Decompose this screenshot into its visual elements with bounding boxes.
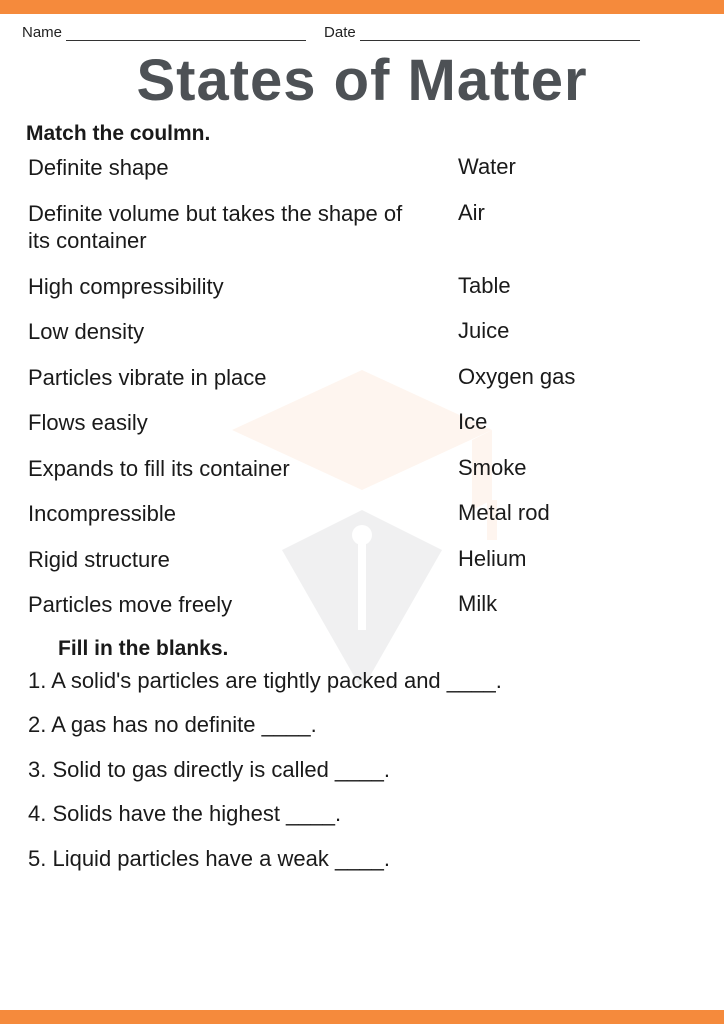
match-row: Expands to fill its container Smoke xyxy=(28,455,696,483)
fill-list: 1. A solid's particles are tightly packe… xyxy=(22,667,702,874)
match-row: Low density Juice xyxy=(28,318,696,346)
match-row: Rigid structure Helium xyxy=(28,546,696,574)
match-heading: Match the coulmn. xyxy=(26,122,702,146)
fill-item: 4. Solids have the highest ____. xyxy=(28,800,696,829)
match-right: Table xyxy=(428,273,696,299)
match-left: Rigid structure xyxy=(28,546,428,574)
match-right: Smoke xyxy=(428,455,696,481)
match-right: Milk xyxy=(428,591,696,617)
match-row: Particles move freely Milk xyxy=(28,591,696,619)
match-row: Definite shape Water xyxy=(28,154,696,182)
fill-item: 2. A gas has no definite ____. xyxy=(28,711,696,740)
match-table: Definite shape Water Definite volume but… xyxy=(22,154,702,619)
date-input-line[interactable] xyxy=(360,40,640,41)
match-right: Metal rod xyxy=(428,500,696,526)
match-left: Flows easily xyxy=(28,409,428,437)
name-input-line[interactable] xyxy=(66,40,306,41)
match-row: Flows easily Ice xyxy=(28,409,696,437)
match-row: Incompressible Metal rod xyxy=(28,500,696,528)
match-left: High compressibility xyxy=(28,273,428,301)
fill-item: 3. Solid to gas directly is called ____. xyxy=(28,756,696,785)
match-right: Water xyxy=(428,154,696,180)
match-left: Expands to fill its container xyxy=(28,455,428,483)
match-row: High compressibility Table xyxy=(28,273,696,301)
match-row: Particles vibrate in place Oxygen gas xyxy=(28,364,696,392)
date-label: Date xyxy=(324,24,356,41)
match-left: Definite shape xyxy=(28,154,428,182)
worksheet-content: Name Date States of Matter Match the cou… xyxy=(0,0,724,903)
match-left: Low density xyxy=(28,318,428,346)
page-title: States of Matter xyxy=(22,47,702,114)
fill-item: 5. Liquid particles have a weak ____. xyxy=(28,845,696,874)
fill-heading: Fill in the blanks. xyxy=(58,637,702,661)
match-right: Helium xyxy=(428,546,696,572)
match-right: Juice xyxy=(428,318,696,344)
bottom-accent-bar xyxy=(0,1010,724,1024)
match-right: Ice xyxy=(428,409,696,435)
match-right: Air xyxy=(428,200,696,226)
match-left: Definite volume but takes the shape of i… xyxy=(28,200,428,255)
match-row: Definite volume but takes the shape of i… xyxy=(28,200,696,255)
name-label: Name xyxy=(22,24,62,41)
match-right: Oxygen gas xyxy=(428,364,696,390)
name-field: Name xyxy=(22,24,306,41)
match-left: Incompressible xyxy=(28,500,428,528)
date-field: Date xyxy=(324,24,640,41)
match-left: Particles move freely xyxy=(28,591,428,619)
match-left: Particles vibrate in place xyxy=(28,364,428,392)
header-fields: Name Date xyxy=(22,24,702,41)
fill-item: 1. A solid's particles are tightly packe… xyxy=(28,667,696,696)
